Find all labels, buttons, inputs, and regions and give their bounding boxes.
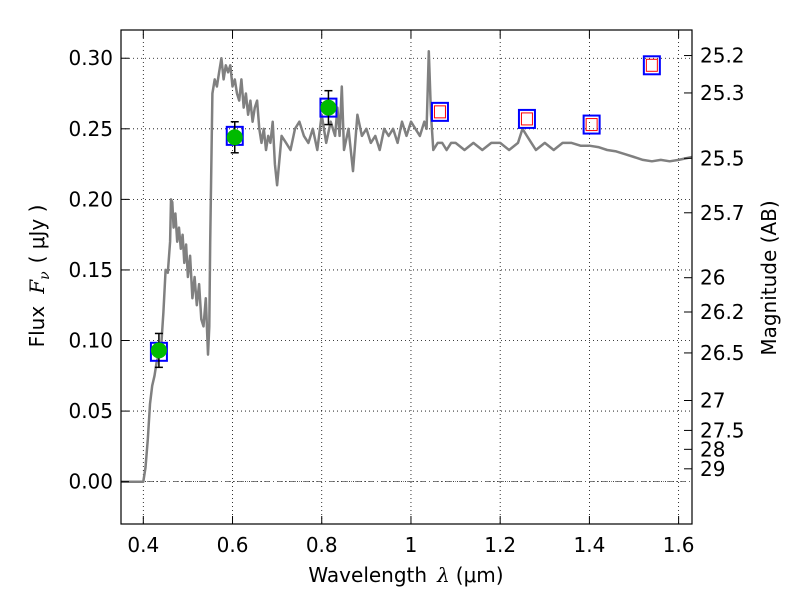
right-tick-label: 26 — [700, 266, 725, 290]
right-tick-label: 25.7 — [700, 201, 745, 225]
y-axis-label: Flux Fν ( μJy ) — [25, 205, 53, 348]
y-tick-label: 0.30 — [68, 46, 113, 70]
model-photometry-square — [517, 108, 536, 129]
observed-photometry-point — [320, 99, 337, 116]
y-axis-ticks: 0.00 0.05 0.10 0.15 0.20 0.25 0.30 — [68, 46, 129, 494]
y-axis-label-text: Flux — [25, 306, 49, 348]
spectrum-series — [121, 49, 693, 483]
right-tick-label: 26.5 — [700, 341, 745, 365]
upper-limit-square — [585, 118, 598, 132]
y-axis-label-subscript: ν — [37, 271, 53, 280]
x-axis-label-unit: (μm) — [456, 563, 504, 587]
y-tick-label: 0.15 — [68, 258, 113, 282]
y-axis-label-unit: ( μJy ) — [25, 205, 49, 264]
x-axis-label: Wavelength λ (μm) — [308, 563, 503, 587]
right-tick-label: 27 — [700, 389, 725, 413]
grid-lines — [121, 30, 692, 524]
photometry-points — [149, 55, 661, 369]
right-axis-label: Magnitude (AB) — [757, 200, 781, 355]
model-photometry-square — [430, 101, 449, 122]
model-photometry-square — [582, 114, 601, 135]
upper-limit-square — [433, 105, 446, 119]
x-axis-label-symbol: λ — [436, 563, 450, 587]
y-tick-label: 0.10 — [68, 329, 113, 353]
x-tick-label: 1 — [405, 533, 418, 557]
x-tick-label: 0.6 — [217, 533, 249, 557]
right-tick-label: 26.2 — [700, 300, 745, 324]
spectrum-line — [121, 49, 693, 483]
right-tick-label: 28 — [700, 437, 725, 461]
x-tick-label: 0.8 — [306, 533, 338, 557]
right-tick-label: 25.5 — [700, 146, 745, 170]
x-tick-label: 1.6 — [663, 533, 695, 557]
y-tick-label: 0.05 — [68, 399, 113, 423]
y-tick-label: 0.20 — [68, 187, 113, 211]
right-tick-label: 25.2 — [700, 44, 745, 68]
right-tick-label: 27.5 — [700, 418, 745, 442]
upper-limit-square — [645, 58, 658, 72]
x-axis-label-text: Wavelength — [308, 563, 427, 587]
right-tick-label: 29 — [700, 457, 725, 481]
x-tick-label: 1.4 — [573, 533, 605, 557]
observed-photometry-point — [226, 129, 243, 146]
x-axis-ticks: 0.4 0.6 0.8 1 1.2 1.4 1.6 — [127, 30, 695, 557]
y-axis-label-symbol: F — [25, 279, 49, 295]
model-photometry-square — [642, 55, 661, 76]
x-tick-label: 1.2 — [484, 533, 516, 557]
y-tick-label: 0.00 — [68, 470, 113, 494]
upper-limit-square — [520, 112, 533, 126]
y-tick-label: 0.25 — [68, 117, 113, 141]
right-tick-label: 25.3 — [700, 81, 745, 105]
x-tick-label: 0.4 — [127, 533, 159, 557]
observed-photometry-point — [150, 342, 167, 359]
plot-frame — [120, 29, 693, 525]
